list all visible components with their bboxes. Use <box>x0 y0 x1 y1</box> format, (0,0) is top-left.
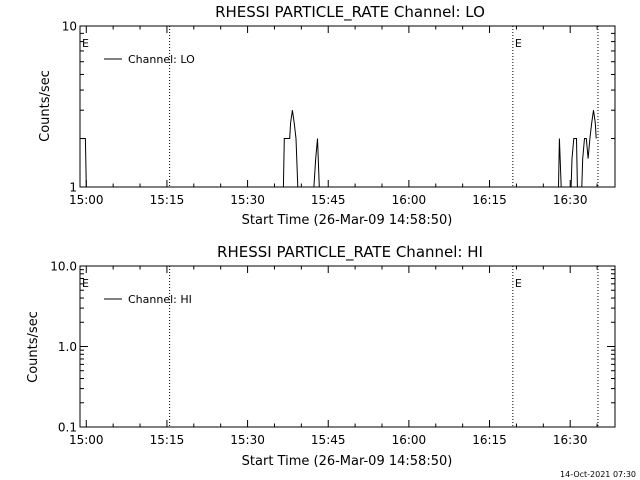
legend: Channel: HI <box>104 293 192 306</box>
x-tick-label: 15:15 <box>150 193 185 207</box>
plot-frame <box>79 25 616 188</box>
x-tick-label: 16:30 <box>553 193 588 207</box>
x-axis-label: Start Time (26-Mar-09 14:58:50) <box>242 454 453 469</box>
y-tick-label: 1 <box>69 181 77 195</box>
x-ticks: 15:00 15:15 15:30 15:45 16:00 16:15 16:30 <box>69 266 598 447</box>
x-tick-label: 16:00 <box>392 433 427 447</box>
x-tick-label: 16:30 <box>553 433 588 447</box>
panel-lo: RHESSI PARTICLE_RATE Channel: LO Counts/… <box>38 3 616 228</box>
x-tick-label: 16:00 <box>392 193 427 207</box>
x-tick-label: 15:00 <box>69 433 104 447</box>
x-axis-label: Start Time (26-Mar-09 14:58:50) <box>242 213 453 228</box>
y-tick-label: 10 <box>62 20 77 34</box>
y-tick-label: 1.0 <box>58 340 77 354</box>
x-tick-label: 16:15 <box>472 433 507 447</box>
y-ticks: 0.1 1.0 10.0 <box>50 260 615 435</box>
y-tick-label: 10.0 <box>50 260 77 274</box>
legend-entry: Channel: HI <box>128 293 192 306</box>
x-ticks: 15:00 15:15 15:30 15:45 16:00 16:15 16:30 <box>69 26 598 207</box>
timestamp: 14-Oct-2021 07:30 <box>560 470 636 479</box>
x-tick-label: 15:30 <box>230 433 265 447</box>
y-axis-label: Counts/sec <box>26 311 41 383</box>
plot-frame <box>79 265 616 428</box>
chart-title: RHESSI PARTICLE_RATE Channel: HI <box>217 243 483 262</box>
y-ticks: 1 10 <box>62 20 615 195</box>
legend-entry: Channel: LO <box>128 53 195 66</box>
event-marker-label: E <box>82 37 89 50</box>
chart-title: RHESSI PARTICLE_RATE Channel: LO <box>215 3 485 22</box>
event-marker-label: E <box>82 277 89 290</box>
panel-hi: RHESSI PARTICLE_RATE Channel: HI Counts/… <box>26 243 616 469</box>
event-marker-label: E <box>515 277 522 290</box>
legend: Channel: LO <box>104 53 195 66</box>
x-tick-label: 15:45 <box>311 193 346 207</box>
y-axis-label: Counts/sec <box>38 70 53 142</box>
x-tick-label: 15:45 <box>311 433 346 447</box>
series-group <box>80 110 597 188</box>
x-tick-label: 15:30 <box>230 193 265 207</box>
x-tick-label: 15:00 <box>69 193 104 207</box>
event-marker-label: E <box>515 37 522 50</box>
series-line-0 <box>80 110 597 188</box>
x-tick-label: 16:15 <box>472 193 507 207</box>
y-tick-label: 0.1 <box>58 421 77 435</box>
x-tick-label: 15:15 <box>150 433 185 447</box>
